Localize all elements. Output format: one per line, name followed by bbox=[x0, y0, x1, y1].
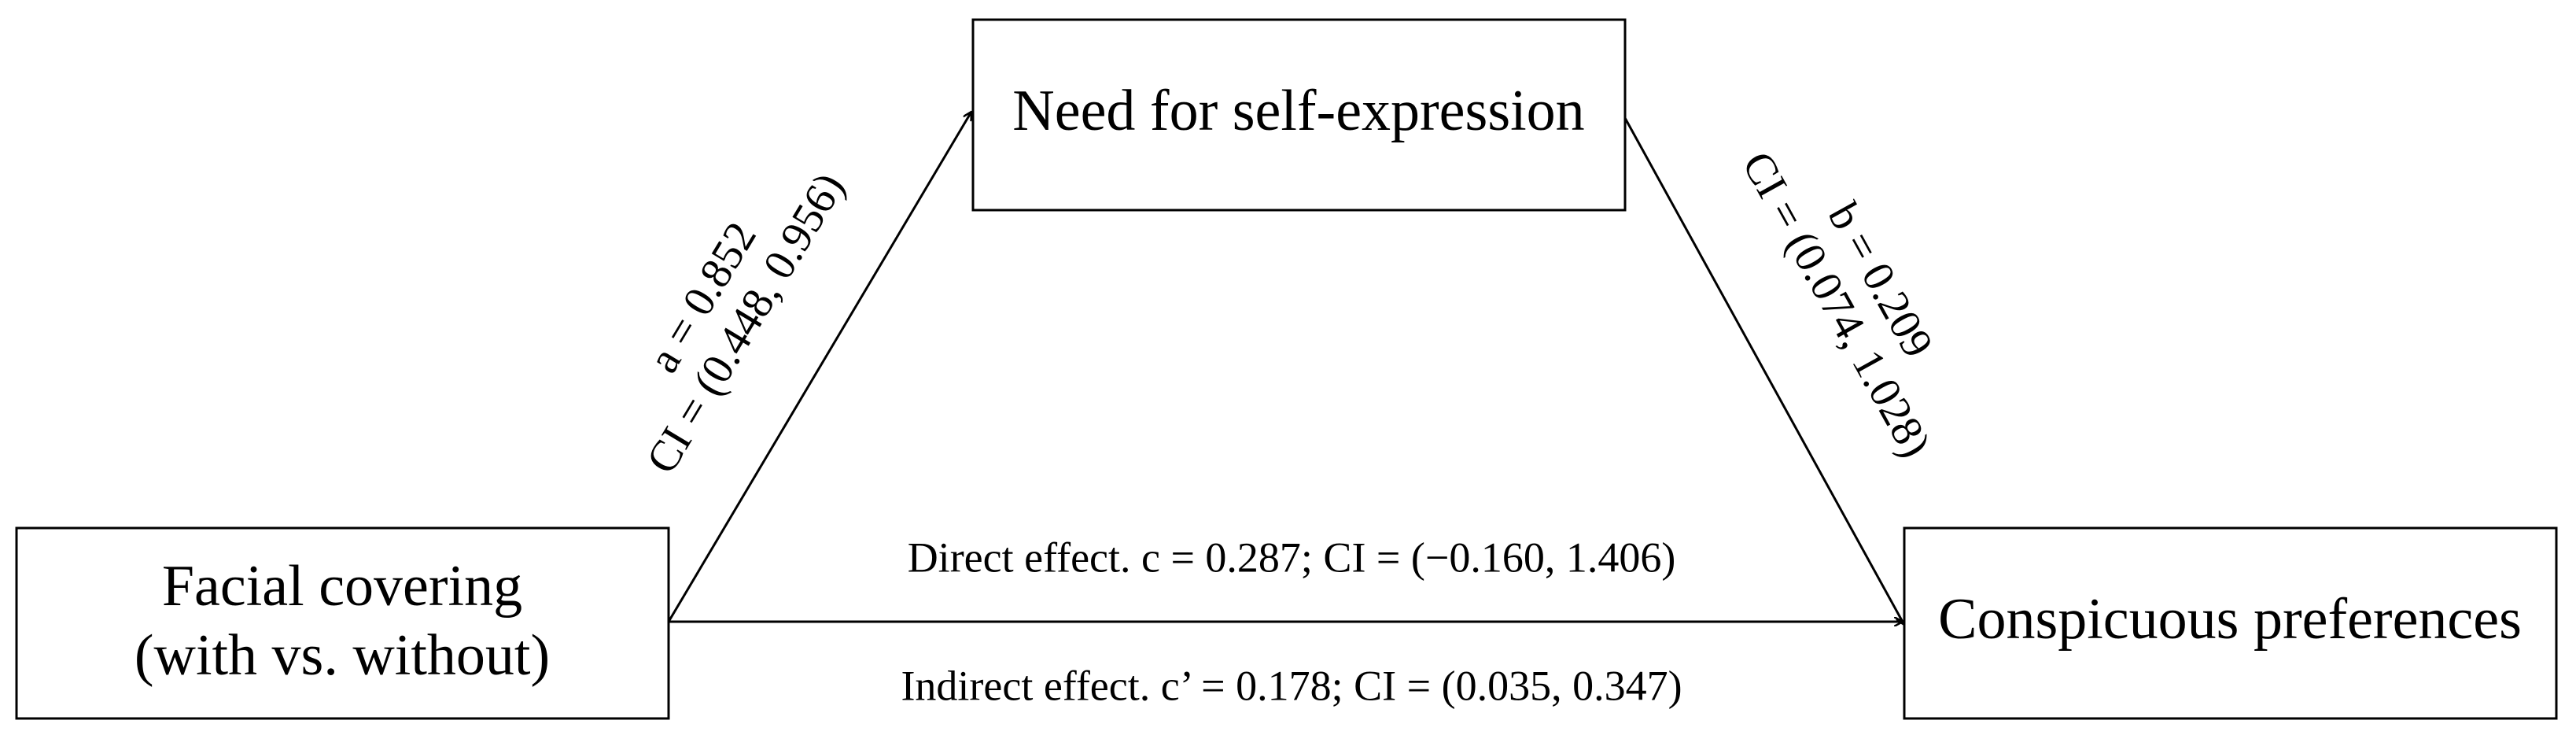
arrow-b bbox=[1623, 117, 1906, 625]
edge-a-label: a = 0.852 CI = (0.448, 0.956) bbox=[637, 164, 854, 482]
outcome-box bbox=[1903, 526, 2558, 720]
mediator-box bbox=[971, 18, 1627, 212]
edge-b-label: b = 0.209 CI = (0.074, 1.028) bbox=[1732, 144, 1942, 466]
node-label: (with vs. without) bbox=[135, 623, 550, 688]
arrow-a bbox=[667, 112, 971, 622]
predictor-box bbox=[15, 526, 670, 720]
node-label: Conspicuous preferences bbox=[1938, 587, 2522, 652]
node-label: Facial covering bbox=[162, 554, 522, 619]
node-label: Need for self-expression bbox=[1012, 79, 1584, 143]
direct-effect: Direct effect. c = 0.287; CI = (−0.160, … bbox=[908, 534, 1676, 581]
indirect-effect: Indirect effect. c’ = 0.178; CI = (0.035… bbox=[901, 662, 1682, 709]
